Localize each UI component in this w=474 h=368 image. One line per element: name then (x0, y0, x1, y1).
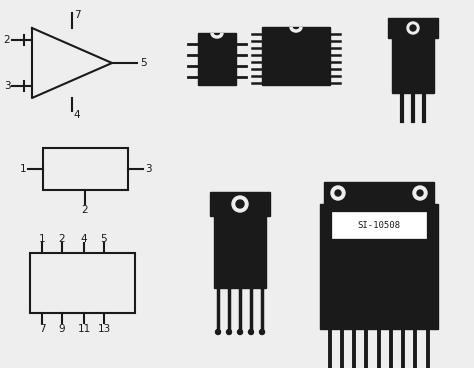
Text: 4: 4 (73, 110, 80, 120)
Text: SI-10508: SI-10508 (357, 220, 401, 230)
Bar (332, 212, 426, 238)
Bar (214, 216, 266, 288)
Circle shape (417, 190, 423, 196)
Circle shape (248, 329, 254, 335)
Text: 13: 13 (97, 324, 110, 334)
Text: 7: 7 (39, 324, 46, 334)
Bar (43, 148, 128, 190)
Circle shape (227, 329, 231, 335)
Text: 1: 1 (20, 164, 27, 174)
Text: 11: 11 (77, 324, 91, 334)
Circle shape (407, 22, 419, 34)
Text: 2: 2 (59, 234, 65, 244)
Text: 4: 4 (81, 234, 87, 244)
Bar (388, 18, 438, 38)
Text: 7: 7 (73, 10, 80, 20)
Circle shape (331, 186, 345, 200)
Text: 2: 2 (82, 205, 88, 215)
Text: 5: 5 (100, 234, 107, 244)
Circle shape (237, 329, 243, 335)
Text: 2: 2 (4, 35, 10, 45)
Bar (262, 27, 330, 85)
Circle shape (259, 329, 264, 335)
Circle shape (236, 200, 244, 208)
Circle shape (216, 329, 220, 335)
Bar (30, 253, 135, 313)
Circle shape (232, 196, 248, 212)
Bar (210, 192, 270, 216)
Text: 3: 3 (4, 81, 10, 91)
Bar (320, 204, 438, 329)
Bar (198, 33, 236, 85)
Text: 5: 5 (140, 58, 146, 68)
Text: 3: 3 (145, 164, 151, 174)
Bar (324, 182, 434, 204)
Circle shape (410, 25, 416, 31)
Circle shape (335, 190, 341, 196)
Text: 9: 9 (59, 324, 65, 334)
Text: 1: 1 (39, 234, 46, 244)
Bar (392, 38, 434, 93)
Circle shape (413, 186, 427, 200)
